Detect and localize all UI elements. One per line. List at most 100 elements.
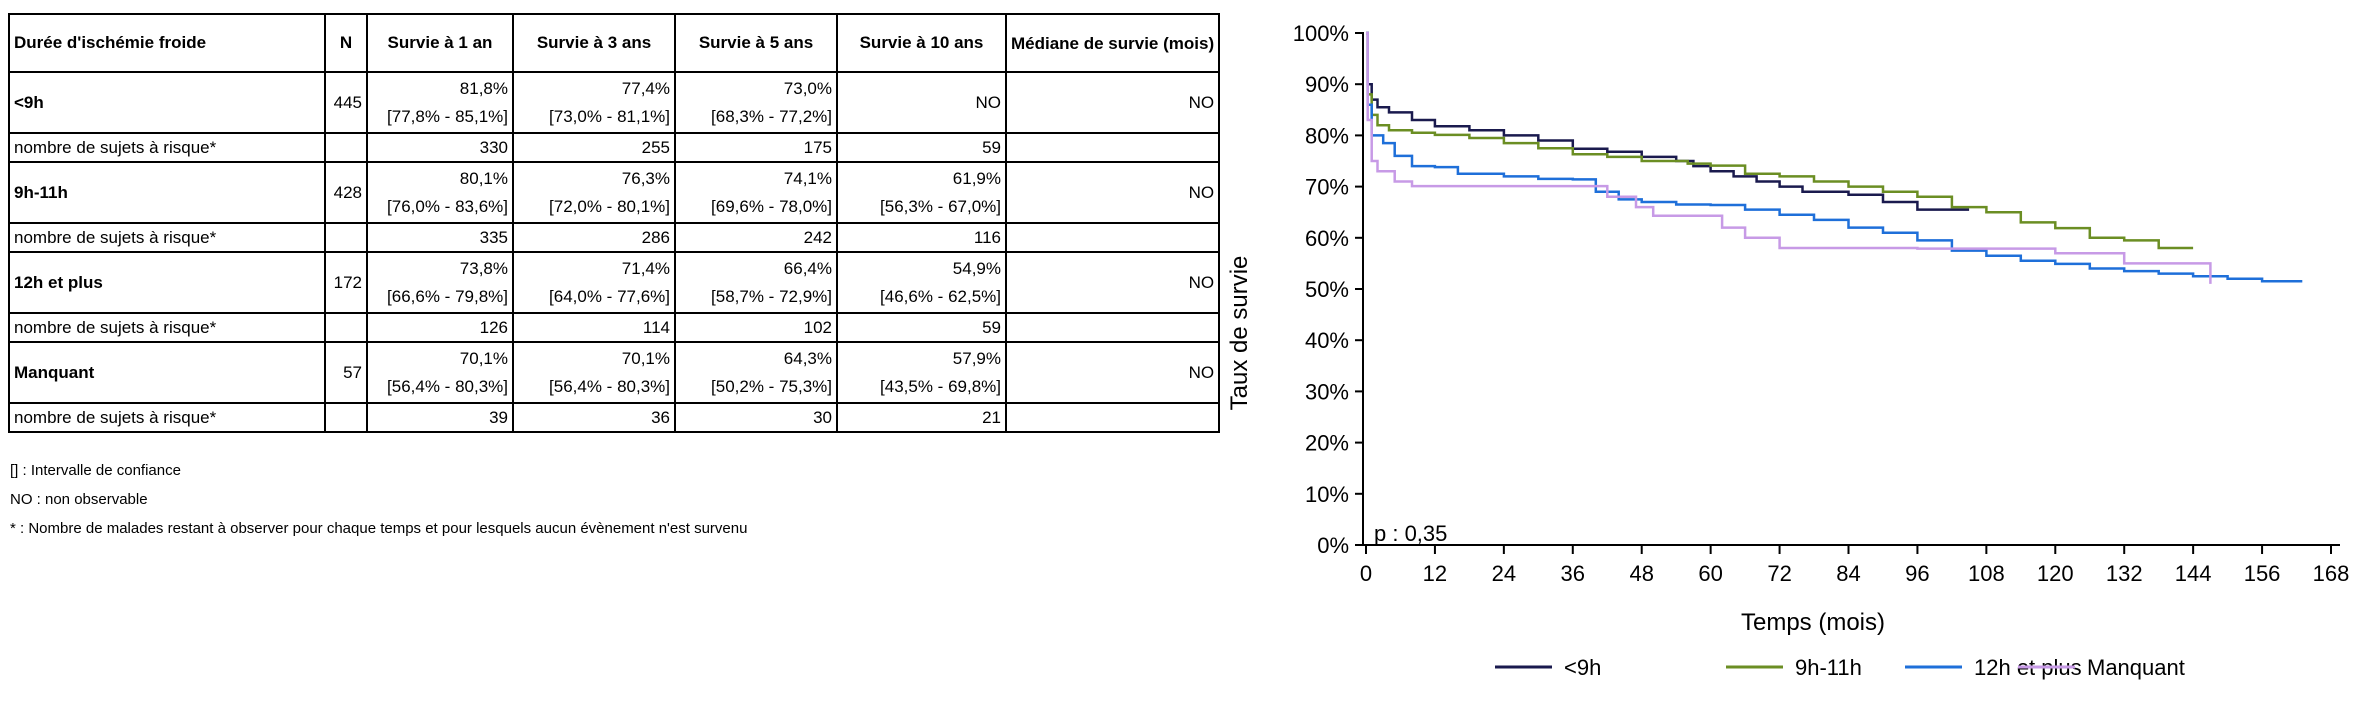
table-row: 12h et plus 172 73,8% [66,6% - 79,8%] 71,4% [… (8, 251, 1221, 314)
risk-count: 175 (674, 132, 838, 163)
survival-cell-s10: 57,9% [43,5% - 69,8%] (836, 341, 1007, 404)
survival-cell-s1: 81,8% [77,8% - 85,1%] (366, 71, 514, 134)
x-tick-label: 36 (1561, 561, 1585, 586)
survival-cell-s10: NO (836, 71, 1007, 134)
table-header-row: Durée d'ischémie froide N Survie à 1 an … (8, 13, 1221, 73)
risk-count: 126 (366, 312, 514, 343)
series-line-0 (1366, 31, 1970, 211)
group-n: 428 (324, 161, 368, 224)
x-tick-label: 84 (1836, 561, 1860, 586)
x-tick-label: 0 (1360, 561, 1372, 586)
median-survival: NO (1004, 71, 1221, 134)
x-tick-label: 12 (1423, 561, 1447, 586)
header-cold-ischemia: Durée d'ischémie froide (8, 13, 326, 73)
group-n: 57 (324, 341, 368, 404)
survival-cell-s5: 64,3% [50,2% - 75,3%] (674, 341, 838, 404)
survival-cell-s10: 54,9% [46,6% - 62,5%] (836, 251, 1007, 314)
note-confidence-interval: [] : Intervalle de confiance (10, 462, 181, 479)
survival-cell-s1: 73,8% [66,6% - 79,8%] (366, 251, 514, 314)
legend-label: Manquant (2087, 655, 2185, 680)
x-tick-label: 156 (2244, 561, 2281, 586)
x-tick-label: 108 (1968, 561, 2005, 586)
risk-row: nombre de sujets à risque* 126 114 102 59 (8, 312, 1221, 343)
survival-cell-s5: 74,1% [69,6% - 78,0%] (674, 161, 838, 224)
risk-count: 39 (366, 402, 514, 433)
survival-cell-s1: 70,1% [56,4% - 80,3%] (366, 341, 514, 404)
risk-row: nombre de sujets à risque* 330 255 175 59 (8, 132, 1221, 163)
series-line-2 (1366, 31, 2303, 283)
note-subjects-at-risk: * : Nombre de malades restant à observer… (10, 520, 748, 537)
risk-label: nombre de sujets à risque* (8, 312, 326, 343)
p-value-annotation: p : 0,35 (1374, 521, 1447, 546)
confidence-interval: [66,6% - 79,8%] (387, 286, 508, 306)
risk-n-empty (324, 222, 368, 253)
y-tick-label: 50% (1305, 277, 1349, 302)
y-tick-label: 70% (1305, 175, 1349, 200)
risk-count: 330 (366, 132, 514, 163)
risk-label: nombre de sujets à risque* (8, 402, 326, 433)
x-axis-label: Temps (mois) (1741, 609, 1885, 636)
x-tick-label: 72 (1767, 561, 1791, 586)
survival-percent: 66,4% (783, 258, 832, 278)
x-tick-label: 168 (2313, 561, 2350, 586)
risk-label: nombre de sujets à risque* (8, 132, 326, 163)
confidence-interval: [73,0% - 81,1%] (549, 106, 670, 126)
header-survival-1y: Survie à 1 an (366, 13, 514, 73)
group-n: 172 (324, 251, 368, 314)
survival-cell-s3: 77,4% [73,0% - 81,1%] (512, 71, 676, 134)
risk-count: 36 (512, 402, 676, 433)
survival-cell-s3: 76,3% [72,0% - 80,1%] (512, 161, 676, 224)
median-survival: NO (1004, 251, 1221, 314)
survival-percent: 64,3% (783, 348, 832, 368)
confidence-interval: [68,3% - 77,2%] (711, 106, 832, 126)
survival-percent: 70,1% (621, 348, 670, 368)
survival-cell-s5: 66,4% [58,7% - 72,9%] (674, 251, 838, 314)
survival-cell-s3: 71,4% [64,0% - 77,6%] (512, 251, 676, 314)
risk-label: nombre de sujets à risque* (8, 222, 326, 253)
risk-count: 242 (674, 222, 838, 253)
confidence-interval: [77,8% - 85,1%] (387, 106, 508, 126)
x-tick-label: 48 (1629, 561, 1653, 586)
header-survival-3y: Survie à 3 ans (512, 13, 676, 73)
x-tick-label: 60 (1698, 561, 1722, 586)
confidence-interval: [69,6% - 78,0%] (711, 196, 832, 216)
table-body: <9h 445 81,8% [77,8% - 85,1%] 77,4% [73,0% - … (8, 71, 1221, 433)
table-row: Manquant 57 70,1% [56,4% - 80,3%] 70,1% [56,4… (8, 341, 1221, 404)
risk-count: 116 (836, 222, 1007, 253)
survival-percent: 73,8% (459, 258, 508, 278)
survival-percent: 57,9% (952, 348, 1001, 368)
group-label: 12h et plus (8, 251, 326, 314)
confidence-interval: [72,0% - 80,1%] (549, 196, 670, 216)
chart-legend: <9h 9h-11h 12h et plus Manquant (1495, 655, 2185, 680)
y-tick-label: 40% (1305, 328, 1349, 353)
survival-percent: 76,3% (621, 168, 670, 188)
risk-count: 255 (512, 132, 676, 163)
risk-count: 335 (366, 222, 514, 253)
survival-percent: 80,1% (459, 168, 508, 188)
y-axis-label: Taux de survie (1226, 256, 1253, 411)
header-median-survival: Médiane de survie (mois) (1004, 13, 1221, 73)
header-n: N (324, 13, 368, 73)
header-survival-10y: Survie à 10 ans (836, 13, 1007, 73)
survival-table: Durée d'ischémie froide N Survie à 1 an … (8, 13, 1221, 433)
risk-n-empty (324, 132, 368, 163)
risk-median-empty (1004, 312, 1221, 343)
confidence-interval: [76,0% - 83,6%] (387, 196, 508, 216)
confidence-interval: [56,3% - 67,0%] (880, 196, 1001, 216)
survival-percent: 74,1% (783, 168, 832, 188)
risk-median-empty (1004, 402, 1221, 433)
risk-row: nombre de sujets à risque* 39 36 30 21 (8, 402, 1221, 433)
risk-median-empty (1004, 222, 1221, 253)
confidence-interval: [58,7% - 72,9%] (711, 286, 832, 306)
survival-percent: 81,8% (459, 78, 508, 98)
confidence-interval: [46,6% - 62,5%] (880, 286, 1001, 306)
survival-percent: 73,0% (783, 78, 832, 98)
x-tick-label: 24 (1492, 561, 1516, 586)
series-line-1 (1366, 31, 2194, 250)
table-notes: [] : Intervalle de confiance NO : non ob… (10, 462, 747, 549)
group-label: <9h (8, 71, 326, 134)
y-tick-label: 30% (1305, 379, 1349, 404)
confidence-interval: [64,0% - 77,6%] (549, 286, 670, 306)
risk-count: 21 (836, 402, 1007, 433)
y-tick-label: 100% (1293, 21, 1349, 46)
